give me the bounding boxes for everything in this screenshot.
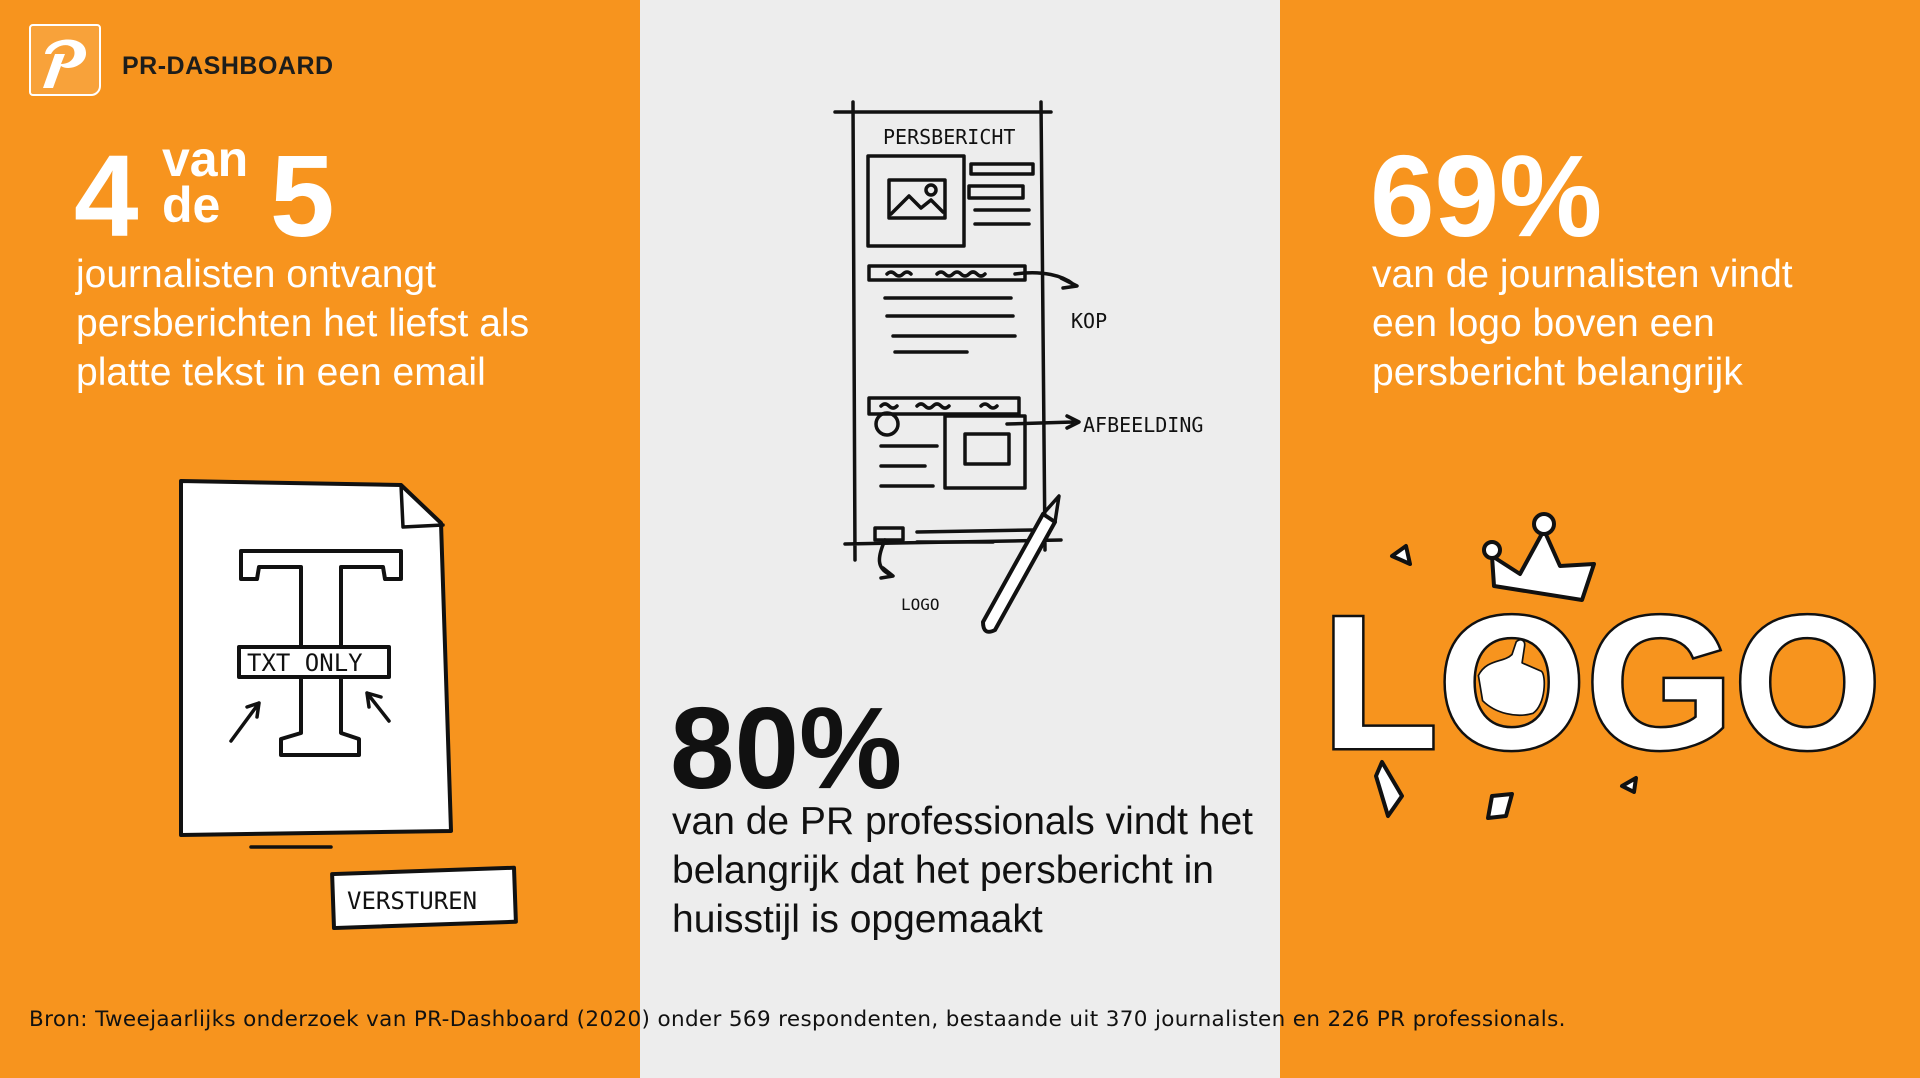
- stat1-line: platte tekst in een email: [76, 351, 486, 394]
- logo-thumbs-up-illustration: LOGO: [1320, 512, 1884, 820]
- stat2-value: 80%: [670, 683, 903, 813]
- p-logo-icon: [29, 24, 101, 96]
- stat2-line: belangrijk dat het persbericht in: [672, 849, 1214, 892]
- stat1-van: van: [162, 131, 249, 187]
- stat1-line: journalisten ontvangt: [76, 253, 436, 296]
- stat2-description: van de PR professionals vindt het belang…: [672, 797, 1272, 944]
- afbeelding-label: AFBEELDING: [1083, 413, 1203, 437]
- crown-icon: [1482, 512, 1596, 602]
- press-release-sketch: PERSBERICHT KOP AFBEELDING LOGO: [833, 100, 1203, 634]
- brand-name: PR-DASHBOARD: [122, 52, 334, 80]
- kop-label: KOP: [1071, 309, 1107, 333]
- stat3-value: 69%: [1370, 131, 1603, 261]
- stat1-de: de: [162, 177, 221, 233]
- source-footnote: Bron: Tweejaarlijks onderzoek van PR-Das…: [29, 1007, 1566, 1032]
- stat1-line: persberichten het liefst als: [76, 302, 530, 345]
- stat1-number-a: 4: [74, 131, 139, 261]
- stat3-line: persbericht belangrijk: [1372, 351, 1743, 394]
- logo-label: LOGO: [901, 595, 940, 614]
- thumbs-up-icon: [1477, 638, 1546, 717]
- stat2-line: van de PR professionals vindt het: [672, 800, 1254, 843]
- versturen-label: VERSTUREN: [347, 887, 477, 915]
- center-panel: [640, 0, 1280, 1078]
- txt-only-label: TXT ONLY: [247, 649, 363, 677]
- text-document-illustration: TXT ONLY VERSTUREN: [179, 479, 518, 931]
- pencil-icon: [981, 494, 1061, 634]
- stat1-number-b: 5: [270, 131, 335, 261]
- logo-word: LOGO: [1322, 577, 1881, 789]
- stat3-line: een logo boven een: [1372, 302, 1715, 345]
- stat2-line: huisstijl is opgemaakt: [672, 898, 1043, 941]
- stat1-description: journalisten ontvangt persberichten het …: [76, 250, 676, 397]
- versturen-button[interactable]: VERSTUREN: [330, 865, 518, 931]
- persbericht-label: PERSBERICHT: [883, 125, 1015, 149]
- stat3-line: van de journalisten vindt: [1372, 253, 1793, 296]
- right-panel: [1280, 0, 1920, 1078]
- stat3-description: van de journalisten vindt een logo boven…: [1372, 250, 1920, 397]
